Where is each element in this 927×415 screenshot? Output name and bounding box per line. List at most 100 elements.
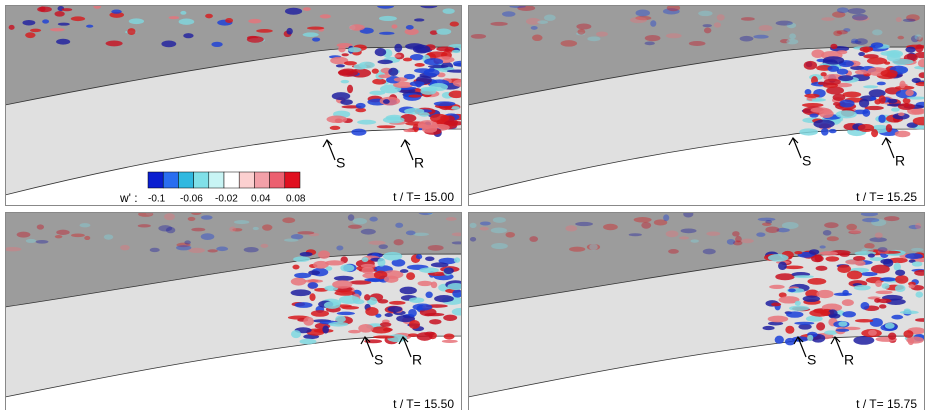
flow-blob bbox=[412, 44, 431, 54]
flow-blob bbox=[328, 321, 349, 327]
flow-blob bbox=[137, 224, 151, 228]
flow-blob bbox=[290, 234, 304, 240]
flow-blob bbox=[378, 74, 391, 79]
flow-blob bbox=[429, 30, 438, 35]
flow-blob bbox=[353, 63, 367, 70]
flow-blob bbox=[414, 63, 425, 67]
flow-blob bbox=[739, 35, 754, 42]
flow-blob bbox=[8, 24, 15, 30]
flow-blob bbox=[438, 257, 457, 265]
flow-blob bbox=[869, 257, 885, 262]
flow-blob bbox=[297, 231, 315, 235]
flow-blob bbox=[809, 113, 819, 118]
flow-blob bbox=[830, 43, 838, 50]
colorbar: w' : -0.1 -0.06 -0.02 0.04 0.08 bbox=[119, 171, 306, 205]
flow-blob bbox=[879, 277, 897, 282]
flow-blob bbox=[852, 16, 870, 22]
flow-blob bbox=[490, 21, 508, 26]
flow-blob bbox=[415, 254, 423, 260]
arrow bbox=[322, 139, 336, 161]
panel: S Rt / T= 15.50 bbox=[5, 212, 462, 413]
flow-blob bbox=[756, 232, 766, 237]
flow-blob bbox=[662, 8, 680, 15]
panel: S Rt / T= 15.00 bbox=[5, 5, 462, 206]
flow-blob bbox=[379, 31, 395, 35]
flow-blob bbox=[905, 253, 923, 260]
arrow bbox=[360, 336, 374, 358]
time-label: t / T= 15.75 bbox=[856, 397, 917, 410]
flow-blob bbox=[862, 47, 870, 53]
flow-blob bbox=[412, 232, 430, 236]
flow-blob bbox=[785, 325, 795, 334]
panel: S Rt / T= 15.25 bbox=[468, 5, 925, 206]
flow-blob bbox=[84, 235, 91, 241]
flow-blob bbox=[378, 15, 397, 22]
flow-blob bbox=[633, 217, 652, 223]
flow-blob bbox=[216, 246, 229, 252]
flow-blob bbox=[377, 59, 393, 65]
flow-blob bbox=[405, 230, 416, 236]
flow-blob bbox=[492, 217, 506, 223]
separation-label: S bbox=[807, 352, 816, 368]
flow-blob bbox=[537, 20, 549, 24]
flow-blob bbox=[778, 261, 787, 271]
flow-blob bbox=[914, 318, 925, 322]
flow-blob bbox=[452, 289, 462, 298]
flow-blob bbox=[765, 219, 773, 224]
flow-blob bbox=[299, 338, 317, 345]
flow-blob bbox=[813, 119, 835, 129]
reattachment-label: R bbox=[844, 352, 854, 368]
colorbar-label: w' : bbox=[119, 191, 138, 205]
flow-blob bbox=[336, 311, 355, 316]
flow-blob bbox=[326, 115, 348, 124]
flow-blob bbox=[771, 302, 782, 307]
upper-wall-region bbox=[5, 212, 462, 307]
flow-blob bbox=[894, 284, 906, 293]
flow-blob bbox=[803, 60, 818, 70]
flow-blob bbox=[325, 266, 333, 271]
flow-blob bbox=[340, 79, 350, 84]
flow-blob bbox=[407, 333, 419, 337]
flow-blob bbox=[5, 247, 22, 252]
flow-blob bbox=[862, 108, 871, 117]
flow-blob bbox=[732, 240, 743, 246]
flow-blob bbox=[793, 275, 814, 279]
flow-blob bbox=[426, 51, 448, 58]
flow-blob bbox=[872, 29, 883, 36]
flow-blob bbox=[395, 222, 404, 228]
flow-blob bbox=[322, 325, 329, 334]
flow-blob bbox=[544, 14, 556, 21]
flow-blob bbox=[57, 22, 70, 26]
flow-blob bbox=[25, 32, 36, 39]
flow-blob bbox=[347, 47, 362, 53]
flow-blob bbox=[713, 22, 722, 28]
flow-blob bbox=[233, 220, 250, 225]
flow-blob bbox=[857, 123, 875, 133]
flow-blob bbox=[349, 24, 365, 31]
flow-blob bbox=[758, 25, 773, 32]
flow-blob bbox=[427, 64, 449, 69]
flow-blob bbox=[858, 98, 870, 108]
flow-blob bbox=[128, 18, 145, 25]
flow-blob bbox=[565, 225, 578, 232]
arrow bbox=[400, 139, 414, 161]
flow-blob bbox=[870, 96, 877, 101]
flow-blob bbox=[105, 40, 123, 47]
flow-blob bbox=[906, 96, 925, 100]
flow-blob bbox=[501, 11, 516, 17]
flow-blob bbox=[451, 49, 461, 54]
flow-blob bbox=[887, 332, 897, 340]
flow-blob bbox=[644, 41, 655, 46]
flow-blob bbox=[373, 335, 395, 339]
flow-blob bbox=[370, 326, 392, 334]
flow-blob bbox=[905, 46, 916, 53]
flow-blob bbox=[229, 226, 236, 232]
flow-blob bbox=[858, 51, 865, 57]
flow-blob bbox=[451, 308, 462, 316]
flow-blob bbox=[586, 243, 601, 251]
flow-blob bbox=[902, 97, 911, 104]
flow-blob bbox=[302, 32, 319, 37]
flow-blob bbox=[884, 322, 895, 329]
colorbar-tick: -0.06 bbox=[180, 194, 203, 205]
